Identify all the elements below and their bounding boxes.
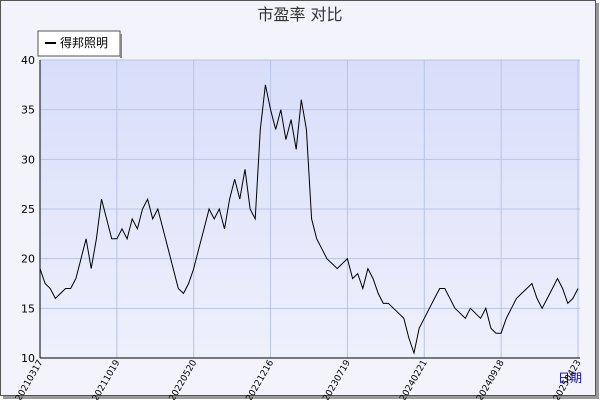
series-line — [39, 84, 579, 355]
frame-shadow — [596, 3, 599, 399]
chart-title: 市盈率 对比 — [257, 5, 342, 24]
y-tick-label: 15 — [21, 302, 35, 315]
x-axis-label: 日期 — [558, 371, 582, 385]
y-tick-label: 20 — [21, 253, 35, 266]
y-tick-label: 40 — [21, 54, 35, 67]
legend-shadow — [120, 34, 122, 58]
legend-label: 得邦照明 — [60, 35, 108, 50]
y-tick-label: 30 — [21, 153, 35, 166]
y-tick-label: 10 — [21, 352, 35, 365]
frame-shadow — [3, 396, 598, 399]
y-tick-label: 25 — [21, 203, 35, 216]
y-tick-label: 35 — [21, 104, 35, 117]
